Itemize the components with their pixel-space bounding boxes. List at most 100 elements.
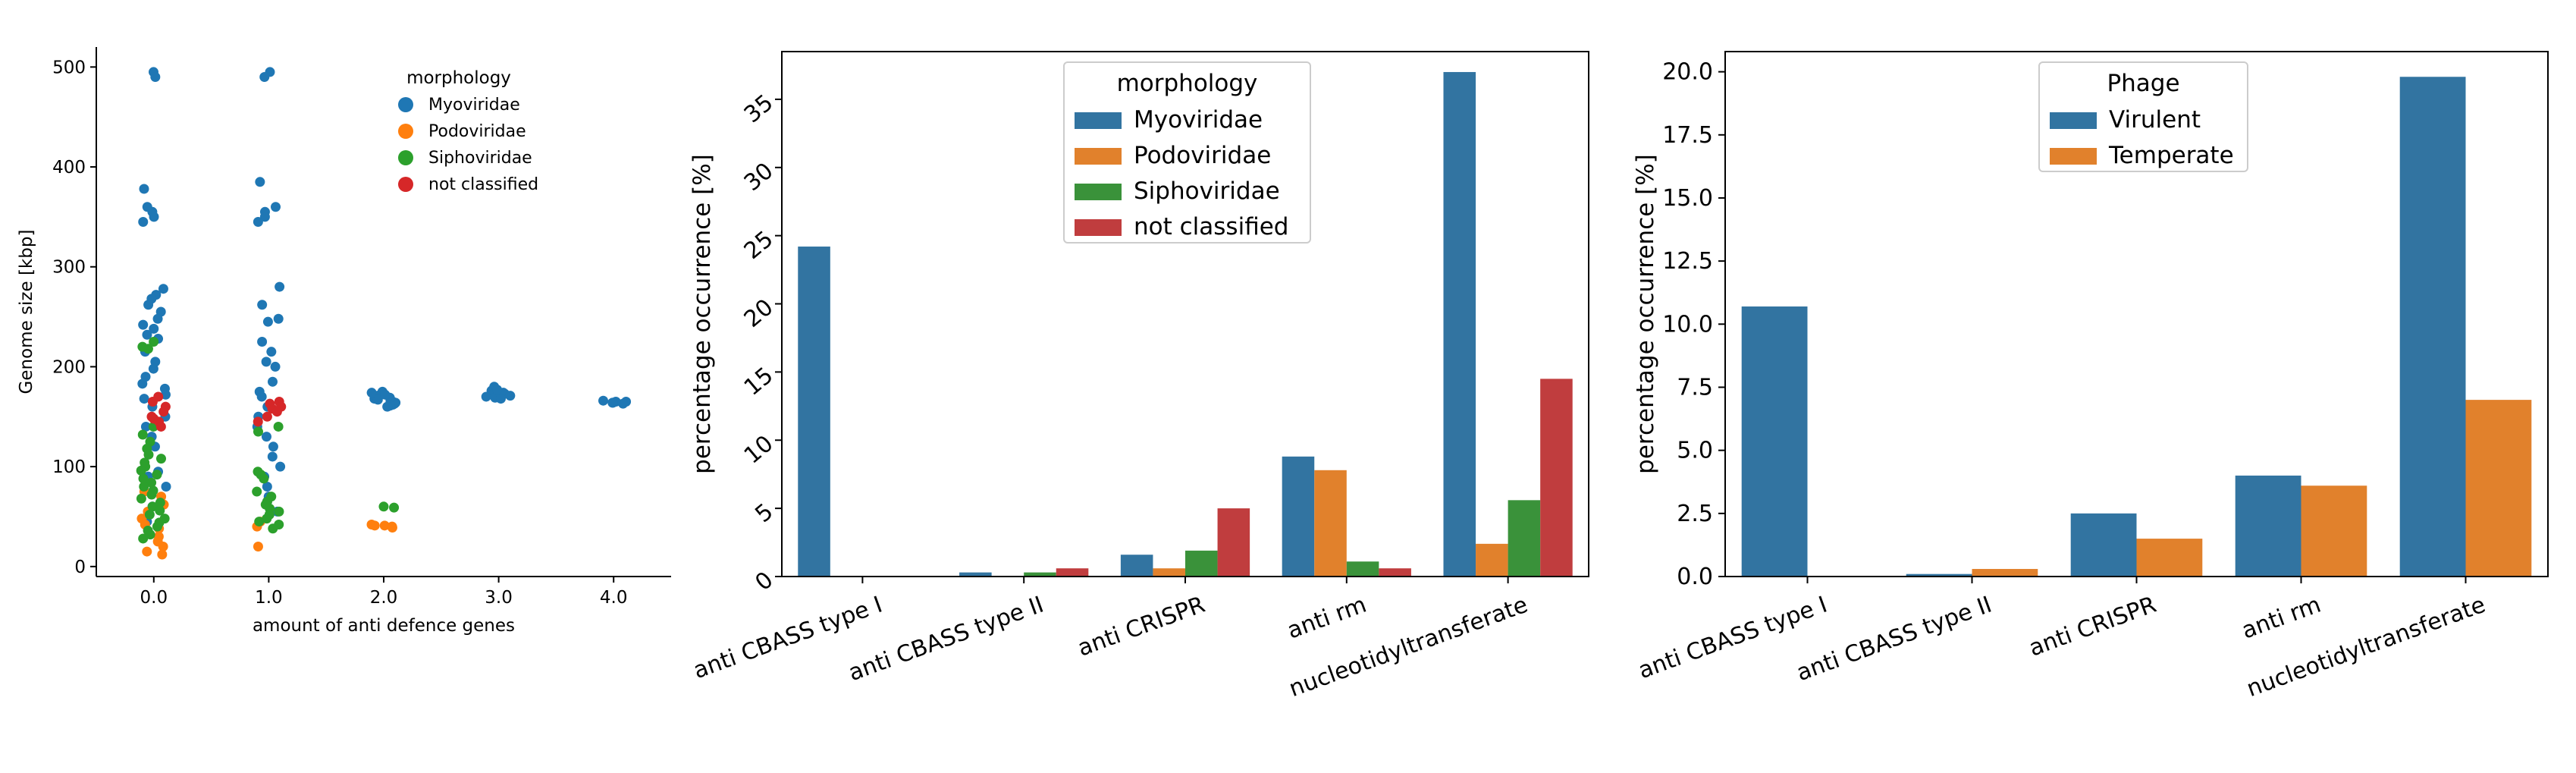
bar — [1120, 555, 1153, 577]
data-point — [136, 465, 146, 476]
data-point — [150, 72, 161, 83]
data-point — [137, 379, 148, 389]
y-tick-label: 5.0 — [1677, 438, 1713, 464]
data-point — [366, 388, 377, 398]
bar — [1540, 379, 1573, 577]
bar — [1379, 568, 1411, 577]
data-point — [143, 449, 154, 460]
data-point — [256, 391, 267, 402]
data-point — [259, 473, 269, 484]
y-tick-label: 300 — [52, 258, 86, 278]
data-point — [152, 313, 163, 324]
data-point — [598, 395, 609, 406]
bar — [1972, 569, 2038, 577]
y-tick-label: 12.5 — [1662, 248, 1713, 275]
data-point — [146, 477, 157, 488]
data-point — [143, 344, 153, 354]
stripplot-panel: 0 100 200 300 400 500 0.0 1.0 2.0 3.0 4.0 amount of… — [17, 47, 671, 636]
x-tick-label: anti rm — [2239, 592, 2325, 645]
data-point — [255, 177, 265, 187]
legend-label: Temperate — [2108, 142, 2234, 169]
data-point — [262, 481, 272, 492]
y-tick-label: 0.0 — [1677, 564, 1713, 590]
data-point — [147, 397, 158, 407]
data-point — [157, 549, 168, 560]
data-point — [253, 216, 263, 227]
legend-box — [1063, 61, 1311, 244]
data-point — [266, 347, 277, 357]
bar — [2235, 475, 2301, 577]
data-point — [138, 533, 149, 544]
legend-label: Siphoviridae — [1134, 178, 1280, 205]
y-tick-label: 25 — [739, 226, 779, 265]
data-point — [138, 319, 149, 330]
bar — [1056, 568, 1089, 577]
x-tick-label: 4.0 — [600, 588, 628, 608]
legend-label: Virulent — [2109, 106, 2201, 134]
bar — [2399, 77, 2466, 577]
bar — [1476, 543, 1508, 577]
legend-marker — [398, 97, 413, 112]
y-tick-label: 30 — [739, 158, 779, 196]
y-axis-label: percentage occurrence [%] — [1632, 154, 1659, 474]
legend-label: Siphoviridae — [428, 149, 532, 168]
data-point — [149, 212, 159, 222]
data-point — [261, 432, 271, 442]
bar — [1185, 550, 1218, 577]
data-point — [262, 411, 272, 422]
data-point — [155, 454, 166, 464]
data-point — [138, 216, 149, 227]
data-point — [267, 376, 278, 387]
data-point — [147, 501, 158, 512]
data-point — [149, 323, 159, 334]
data-point — [253, 541, 263, 551]
data-point — [139, 394, 149, 404]
legend-label: not classified — [428, 175, 538, 194]
data-point — [372, 394, 383, 405]
legend-title: Phage — [2107, 70, 2179, 97]
data-point — [273, 421, 284, 432]
legend-box — [2038, 61, 2248, 172]
legend-swatch — [1075, 148, 1122, 165]
data-point — [274, 506, 284, 517]
data-point — [158, 407, 169, 417]
data-point — [379, 520, 390, 531]
x-tick-label: anti CRISPR — [1075, 592, 1209, 662]
legend-title: morphology — [1117, 70, 1258, 97]
y-tick-label: 20 — [739, 294, 779, 332]
y-tick-label: 20.0 — [1662, 59, 1713, 86]
x-tick-label: 3.0 — [485, 588, 513, 608]
data-point — [387, 522, 397, 533]
data-point — [142, 546, 152, 557]
y-tick-label: 100 — [52, 457, 86, 477]
y-tick-label: 17.5 — [1662, 122, 1713, 149]
bar — [2465, 400, 2532, 577]
legend-marker — [398, 124, 413, 139]
x-tick-label: 1.0 — [255, 588, 283, 608]
data-point — [481, 391, 491, 402]
legend-swatch — [1075, 112, 1122, 129]
bar — [1443, 71, 1476, 577]
legend-label: Myoviridae — [428, 96, 520, 115]
data-point — [160, 389, 171, 400]
data-point — [161, 481, 171, 492]
y-tick-label: 500 — [52, 58, 86, 77]
y-tick-label: 2.5 — [1677, 501, 1713, 527]
data-point — [155, 505, 165, 516]
data-point — [607, 397, 618, 408]
data-point — [142, 329, 152, 340]
bar — [1508, 500, 1541, 577]
data-point — [259, 72, 270, 83]
data-point — [148, 363, 158, 374]
data-point — [152, 470, 162, 480]
legend-swatch — [1075, 219, 1122, 236]
legend-swatch — [2050, 112, 2097, 129]
legend-label: Podoviridae — [1134, 142, 1271, 169]
data-point — [495, 394, 506, 404]
legend-label: Myoviridae — [1134, 106, 1263, 134]
bar — [1346, 561, 1379, 577]
bar — [2301, 485, 2367, 577]
data-point — [262, 514, 272, 524]
data-point — [139, 481, 149, 492]
